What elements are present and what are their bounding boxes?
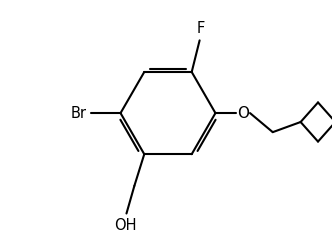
Text: F: F	[196, 21, 205, 36]
Text: Br: Br	[71, 106, 87, 120]
Text: O: O	[237, 106, 249, 120]
Text: OH: OH	[114, 218, 137, 234]
